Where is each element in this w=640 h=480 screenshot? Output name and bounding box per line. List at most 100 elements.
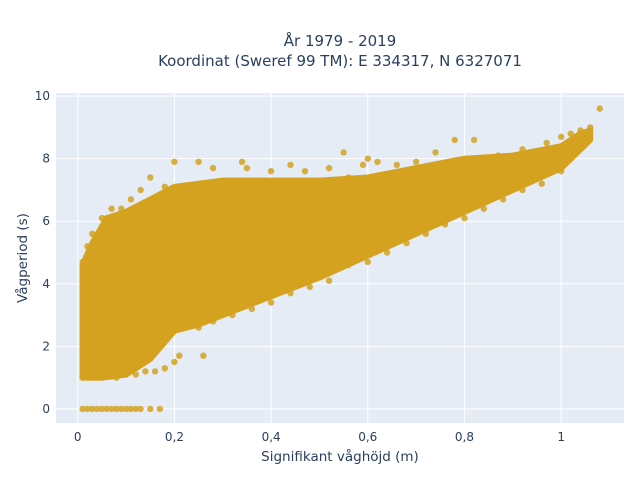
data-point — [243, 164, 251, 172]
points-layer — [79, 105, 603, 413]
data-point — [558, 168, 565, 175]
data-point — [195, 324, 202, 331]
data-point — [364, 155, 371, 162]
y-tick-label: 6 — [42, 214, 50, 228]
data-point — [441, 221, 449, 228]
data-point — [422, 230, 429, 237]
data-point — [267, 168, 275, 175]
data-point — [567, 130, 574, 137]
data-point — [209, 318, 217, 325]
data-point — [383, 249, 391, 256]
data-point — [93, 405, 101, 413]
data-point — [113, 405, 120, 413]
y-tick-label: 2 — [42, 339, 50, 353]
x-tick-label: 0,2 — [165, 430, 184, 444]
data-point — [132, 405, 139, 413]
data-point — [345, 261, 352, 269]
data-point — [113, 374, 120, 381]
data-point — [470, 136, 478, 144]
data-point — [89, 374, 96, 381]
data-point — [79, 374, 86, 381]
data-point — [519, 146, 526, 153]
data-point — [306, 283, 313, 291]
x-tick-label: 0,4 — [262, 430, 281, 444]
data-point — [325, 277, 333, 284]
data-point — [374, 158, 381, 165]
data-point — [84, 405, 91, 413]
data-point — [89, 230, 96, 237]
data-point — [287, 161, 294, 169]
x-tick-label: 0,6 — [358, 430, 377, 444]
data-point — [195, 158, 202, 165]
data-point — [461, 214, 468, 222]
data-point — [171, 158, 178, 165]
data-point — [587, 124, 594, 131]
data-point — [151, 368, 159, 375]
data-point — [118, 405, 125, 413]
data-point — [480, 205, 487, 212]
y-tick-label: 8 — [42, 152, 50, 166]
data-point — [567, 155, 574, 162]
data-point — [499, 196, 507, 203]
data-point — [108, 205, 115, 212]
data-point — [98, 405, 106, 413]
chart-title-line-2: Koordinat (Sweref 99 TM): E 334317, N 63… — [158, 52, 522, 70]
data-point — [287, 290, 294, 297]
x-axis-title: Signifikant våghöjd (m) — [261, 448, 419, 465]
data-point — [543, 139, 550, 147]
data-point — [156, 405, 164, 413]
data-point — [596, 105, 603, 112]
data-point — [161, 365, 168, 372]
data-point — [200, 352, 207, 359]
chart-title-line-1: År 1979 - 2019 — [284, 31, 397, 50]
data-point — [393, 161, 400, 169]
data-point — [147, 174, 154, 181]
data-point — [98, 214, 106, 222]
data-point — [89, 405, 96, 413]
data-point — [118, 205, 125, 212]
data-point — [171, 358, 178, 366]
data-point — [248, 305, 255, 312]
data-point — [142, 368, 149, 375]
dense-point-cloud — [79, 127, 594, 381]
data-point — [558, 133, 565, 140]
data-point — [132, 371, 139, 378]
y-tick-label: 10 — [35, 89, 50, 103]
data-point — [161, 183, 168, 190]
data-point — [79, 405, 86, 413]
data-point — [325, 164, 333, 172]
y-tick-label: 0 — [42, 402, 50, 416]
data-point — [301, 168, 309, 175]
data-point — [412, 158, 420, 165]
data-point — [267, 299, 275, 306]
data-point — [147, 324, 154, 331]
data-point — [79, 258, 86, 266]
x-tick-label: 0,8 — [455, 430, 474, 444]
data-point — [519, 186, 526, 194]
data-point — [345, 174, 352, 181]
x-tick-label: 0 — [74, 430, 82, 444]
data-point — [340, 149, 347, 156]
data-point — [103, 405, 111, 413]
data-point — [364, 258, 371, 266]
data-point — [432, 149, 439, 156]
data-point — [108, 405, 115, 413]
data-point — [359, 161, 367, 169]
y-axis-title: Vågperiod (s) — [14, 213, 31, 303]
data-point — [176, 352, 183, 359]
x-tick-label: 1 — [557, 430, 565, 444]
data-point — [98, 374, 106, 381]
data-point — [84, 243, 91, 250]
data-point — [538, 180, 545, 187]
data-point — [451, 136, 458, 144]
data-point — [238, 158, 246, 165]
data-point — [122, 371, 130, 378]
data-point — [171, 324, 178, 331]
data-point — [495, 152, 502, 159]
data-point — [127, 405, 135, 413]
data-point — [577, 127, 584, 134]
data-point — [209, 164, 217, 172]
data-point — [122, 405, 130, 413]
data-point — [147, 405, 154, 413]
